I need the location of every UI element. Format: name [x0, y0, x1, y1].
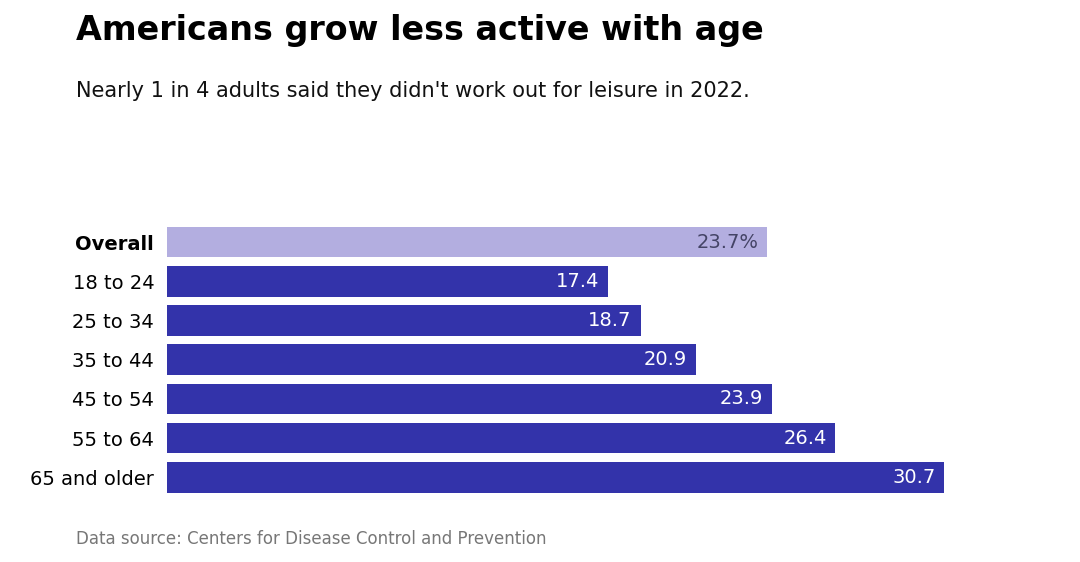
- Bar: [167, 266, 608, 297]
- Bar: [167, 384, 772, 414]
- Text: Americans grow less active with age: Americans grow less active with age: [76, 14, 764, 47]
- Text: 20.9: 20.9: [644, 350, 687, 369]
- Text: 17.4: 17.4: [555, 272, 598, 291]
- Bar: [167, 305, 640, 336]
- Bar: [167, 345, 697, 375]
- Bar: [167, 227, 767, 257]
- Text: 18.7: 18.7: [589, 311, 632, 330]
- Bar: [167, 462, 944, 492]
- Text: 26.4: 26.4: [783, 429, 826, 447]
- Text: Nearly 1 in 4 adults said they didn't work out for leisure in 2022.: Nearly 1 in 4 adults said they didn't wo…: [76, 81, 750, 102]
- Bar: [167, 423, 836, 454]
- Text: 23.7%: 23.7%: [697, 233, 758, 252]
- Text: 30.7: 30.7: [892, 468, 935, 487]
- Text: Data source: Centers for Disease Control and Prevention: Data source: Centers for Disease Control…: [76, 530, 546, 548]
- Text: 23.9: 23.9: [720, 389, 764, 409]
